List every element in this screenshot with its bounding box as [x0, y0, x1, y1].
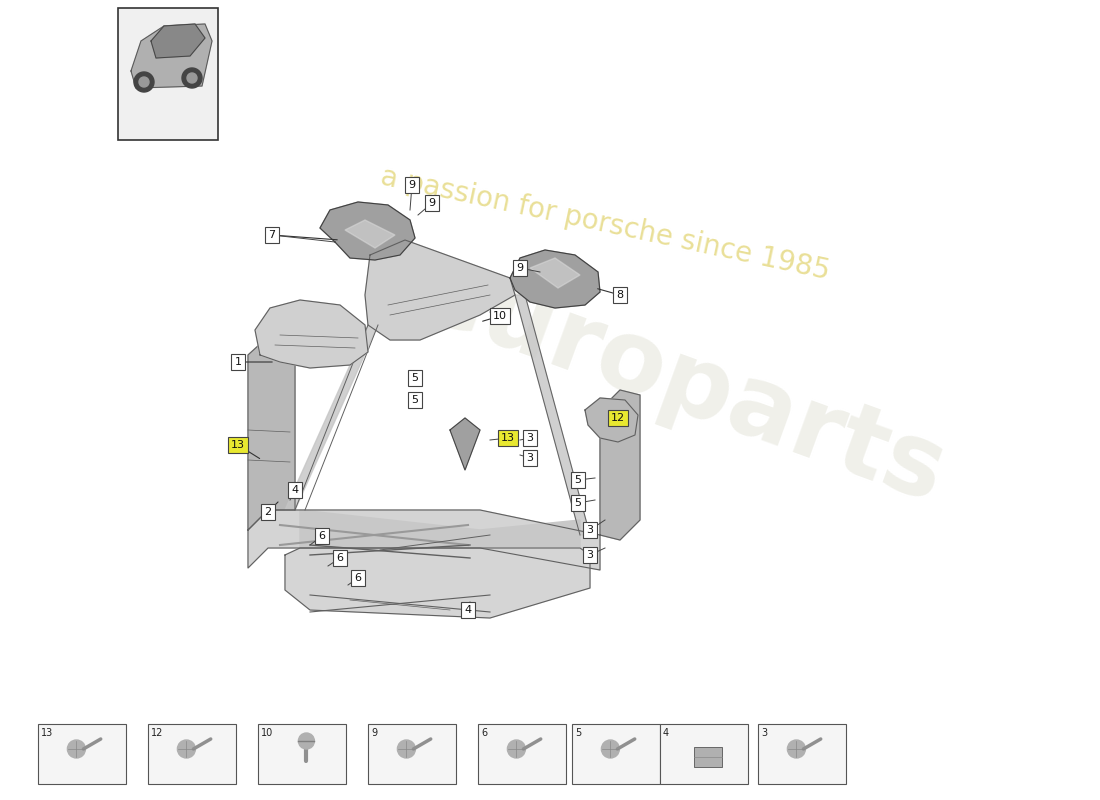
Polygon shape [600, 390, 640, 540]
Polygon shape [345, 220, 395, 248]
Circle shape [139, 77, 148, 87]
Text: 4: 4 [663, 728, 669, 738]
Polygon shape [255, 300, 368, 368]
Circle shape [182, 68, 202, 88]
Bar [758, 724, 846, 784]
Polygon shape [530, 258, 580, 288]
Text: 3: 3 [586, 550, 594, 560]
Polygon shape [285, 548, 590, 618]
Bar [572, 724, 660, 784]
Polygon shape [285, 325, 378, 510]
Text: 7: 7 [268, 230, 276, 240]
Text: 3: 3 [527, 453, 534, 463]
Text: 3: 3 [527, 433, 534, 443]
Text: 6: 6 [337, 553, 343, 563]
Circle shape [507, 740, 526, 758]
Text: 9: 9 [408, 180, 416, 190]
Bar [478, 724, 566, 784]
Text: 4: 4 [464, 605, 472, 615]
Circle shape [298, 733, 315, 749]
Text: a passion for porsche since 1985: a passion for porsche since 1985 [377, 162, 833, 286]
Polygon shape [450, 418, 480, 470]
Text: 8: 8 [616, 290, 624, 300]
Text: 5: 5 [411, 373, 418, 383]
Bar [694, 747, 723, 767]
Bar [118, 8, 218, 140]
Text: 12: 12 [151, 728, 164, 738]
Polygon shape [365, 240, 515, 340]
Text: 4: 4 [292, 485, 298, 495]
Polygon shape [131, 24, 212, 88]
Text: 2: 2 [264, 507, 272, 517]
Text: 9: 9 [516, 263, 524, 273]
Text: 6: 6 [481, 728, 487, 738]
Polygon shape [248, 335, 295, 530]
Circle shape [788, 740, 805, 758]
Text: 1: 1 [234, 357, 242, 367]
Text: 9: 9 [428, 198, 436, 208]
Bar [368, 724, 456, 784]
Polygon shape [248, 510, 600, 570]
Text: 10: 10 [493, 311, 507, 321]
Circle shape [602, 740, 619, 758]
Circle shape [67, 740, 86, 758]
Text: 3: 3 [586, 525, 594, 535]
Text: 5: 5 [574, 498, 582, 508]
Polygon shape [320, 202, 415, 260]
Text: 13: 13 [231, 440, 245, 450]
Polygon shape [585, 398, 638, 442]
Text: 3: 3 [761, 728, 767, 738]
Circle shape [177, 740, 196, 758]
Text: 9: 9 [371, 728, 377, 738]
Bar [258, 724, 346, 784]
Text: 6: 6 [319, 531, 326, 541]
Text: 13: 13 [41, 728, 53, 738]
Text: 6: 6 [354, 573, 362, 583]
Text: 10: 10 [261, 728, 273, 738]
Bar [39, 724, 126, 784]
Text: 12: 12 [610, 413, 625, 423]
Circle shape [187, 73, 197, 83]
Polygon shape [515, 295, 590, 535]
Text: 5: 5 [574, 475, 582, 485]
Circle shape [397, 740, 416, 758]
Bar [660, 724, 748, 784]
Polygon shape [151, 24, 205, 58]
Polygon shape [510, 250, 600, 308]
Text: 13: 13 [500, 433, 515, 443]
Polygon shape [300, 510, 580, 575]
Text: 5: 5 [411, 395, 418, 405]
Circle shape [134, 72, 154, 92]
Text: 5: 5 [575, 728, 581, 738]
Text: europarts: europarts [406, 244, 958, 524]
Bar [148, 724, 236, 784]
